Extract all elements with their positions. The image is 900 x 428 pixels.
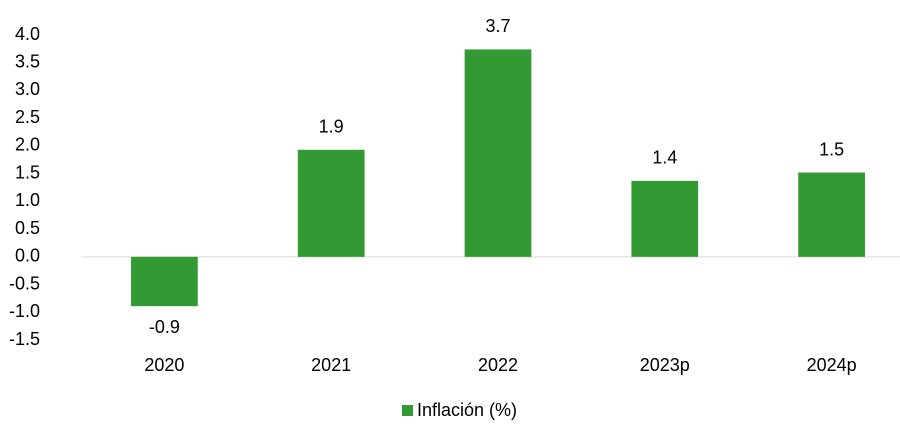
bar bbox=[297, 149, 365, 257]
bar bbox=[798, 172, 865, 257]
bar bbox=[464, 49, 532, 257]
y-tick-label: -1.0 bbox=[9, 301, 40, 321]
data-label: 1.4 bbox=[652, 148, 677, 168]
y-tick-label: -0.5 bbox=[9, 273, 40, 293]
data-label: 1.9 bbox=[319, 117, 344, 137]
y-tick-label: 2.0 bbox=[15, 135, 40, 155]
y-tick-label: 3.0 bbox=[15, 79, 40, 99]
y-tick-label: 3.5 bbox=[15, 51, 40, 71]
legend-label: Inflación (%) bbox=[417, 400, 517, 420]
bar bbox=[631, 180, 699, 257]
data-label: 1.5 bbox=[819, 139, 844, 159]
x-tick-label: 2023p bbox=[640, 355, 690, 375]
data-label: 3.7 bbox=[485, 16, 510, 36]
y-tick-label: -1.5 bbox=[9, 329, 40, 349]
data-label: -0.9 bbox=[149, 317, 180, 337]
y-tick-label: 0.0 bbox=[15, 246, 40, 266]
y-tick-label: 0.5 bbox=[15, 218, 40, 238]
x-tick-label: 2021 bbox=[311, 355, 351, 375]
legend-swatch bbox=[402, 405, 413, 416]
y-tick-label: 4.0 bbox=[15, 24, 40, 44]
y-tick-label: 1.0 bbox=[15, 190, 40, 210]
x-tick-label: 2022 bbox=[478, 355, 518, 375]
x-tick-label: 2024p bbox=[807, 355, 857, 375]
bar bbox=[131, 256, 198, 307]
y-tick-label: 1.5 bbox=[15, 162, 40, 182]
x-tick-label: 2020 bbox=[144, 355, 184, 375]
y-tick-label: 2.5 bbox=[15, 107, 40, 127]
